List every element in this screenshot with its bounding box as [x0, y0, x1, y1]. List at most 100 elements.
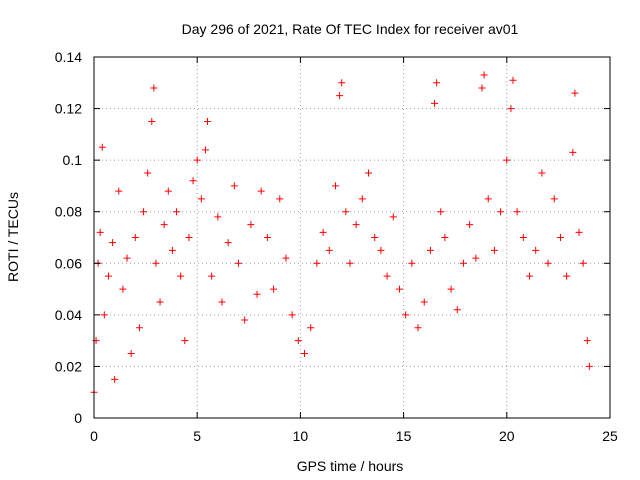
data-point	[201, 146, 209, 154]
data-point	[253, 290, 261, 298]
data-point	[193, 156, 201, 164]
data-point	[307, 324, 315, 332]
y-tick-label: 0.08	[55, 204, 82, 220]
data-point	[150, 84, 158, 92]
data-point	[503, 156, 511, 164]
data-point	[513, 208, 521, 216]
y-tick-label: 0.12	[55, 101, 82, 117]
y-tick-label: 0.1	[63, 152, 83, 168]
data-point	[313, 259, 321, 267]
data-point	[241, 316, 249, 324]
data-point	[550, 195, 558, 203]
data-point	[336, 92, 344, 100]
y-tick-label: 0.02	[55, 358, 82, 374]
data-point	[331, 182, 339, 190]
data-point	[346, 259, 354, 267]
data-point	[480, 71, 488, 79]
data-point	[383, 272, 391, 280]
data-point	[484, 195, 492, 203]
data-point	[408, 259, 416, 267]
data-point	[441, 234, 449, 241]
data-point	[414, 324, 422, 332]
data-point	[168, 246, 176, 254]
data-point	[338, 79, 346, 87]
data-point	[420, 298, 428, 306]
data-point	[431, 99, 439, 107]
data-point	[371, 234, 379, 241]
data-point	[556, 234, 564, 241]
data-point	[497, 208, 505, 216]
data-point	[257, 187, 265, 195]
data-point	[177, 272, 185, 280]
data-point	[575, 228, 583, 236]
data-point	[156, 298, 164, 306]
data-point	[447, 285, 455, 293]
data-point	[490, 246, 498, 254]
data-point	[466, 221, 474, 229]
data-point	[358, 195, 366, 203]
data-point	[197, 195, 205, 203]
data-point	[270, 285, 278, 293]
data-point	[437, 208, 445, 216]
data-point	[119, 285, 127, 293]
x-tick-label: 20	[499, 428, 515, 444]
data-point	[96, 228, 104, 236]
data-point	[104, 272, 112, 280]
data-point	[563, 272, 571, 280]
data-point	[263, 234, 271, 241]
grid-lines	[94, 57, 610, 418]
y-axis-title: ROTI / TECUs	[5, 192, 21, 282]
data-point	[571, 89, 579, 97]
data-point	[115, 187, 123, 195]
data-point	[585, 362, 593, 370]
data-point	[160, 221, 168, 229]
data-point	[109, 239, 117, 247]
plot-frame	[93, 56, 611, 419]
data-point	[526, 272, 534, 280]
x-axis-title: GPS time / hours	[297, 458, 404, 474]
data-point	[224, 239, 232, 247]
data-point	[234, 259, 242, 267]
data-point	[453, 306, 461, 314]
data-point	[426, 246, 434, 254]
data-point	[569, 148, 577, 156]
data-point	[230, 182, 238, 190]
data-point	[127, 350, 135, 358]
data-point	[98, 143, 106, 151]
data-point	[377, 246, 385, 254]
data-point	[583, 337, 591, 345]
data-point	[152, 259, 160, 267]
data-point	[140, 208, 148, 216]
data-point	[288, 311, 296, 319]
data-point	[247, 221, 255, 229]
data-point	[301, 350, 309, 358]
data-point	[208, 272, 216, 280]
data-point	[365, 169, 373, 177]
data-point	[325, 246, 333, 254]
data-point	[319, 228, 327, 236]
data-point	[538, 169, 546, 177]
data-point	[509, 76, 517, 84]
x-tick-label: 25	[602, 428, 618, 444]
data-point	[173, 208, 181, 216]
data-point	[389, 213, 397, 221]
x-tick-label: 5	[193, 428, 201, 444]
data-point	[282, 254, 290, 262]
chart-title: Day 296 of 2021, Rate Of TEC Index for r…	[182, 21, 519, 37]
x-tick-label: 10	[293, 428, 309, 444]
data-point	[189, 177, 197, 185]
data-point	[123, 254, 131, 262]
data-point	[433, 79, 441, 87]
data-point	[294, 337, 302, 345]
data-points	[90, 71, 593, 396]
y-tick-label: 0.06	[55, 255, 82, 271]
data-point	[131, 234, 139, 241]
data-point	[342, 208, 350, 216]
data-point	[478, 84, 486, 92]
data-point	[214, 213, 222, 221]
data-point	[276, 195, 284, 203]
y-tick-label: 0.14	[55, 49, 82, 65]
data-point	[544, 259, 552, 267]
data-point	[185, 234, 193, 241]
